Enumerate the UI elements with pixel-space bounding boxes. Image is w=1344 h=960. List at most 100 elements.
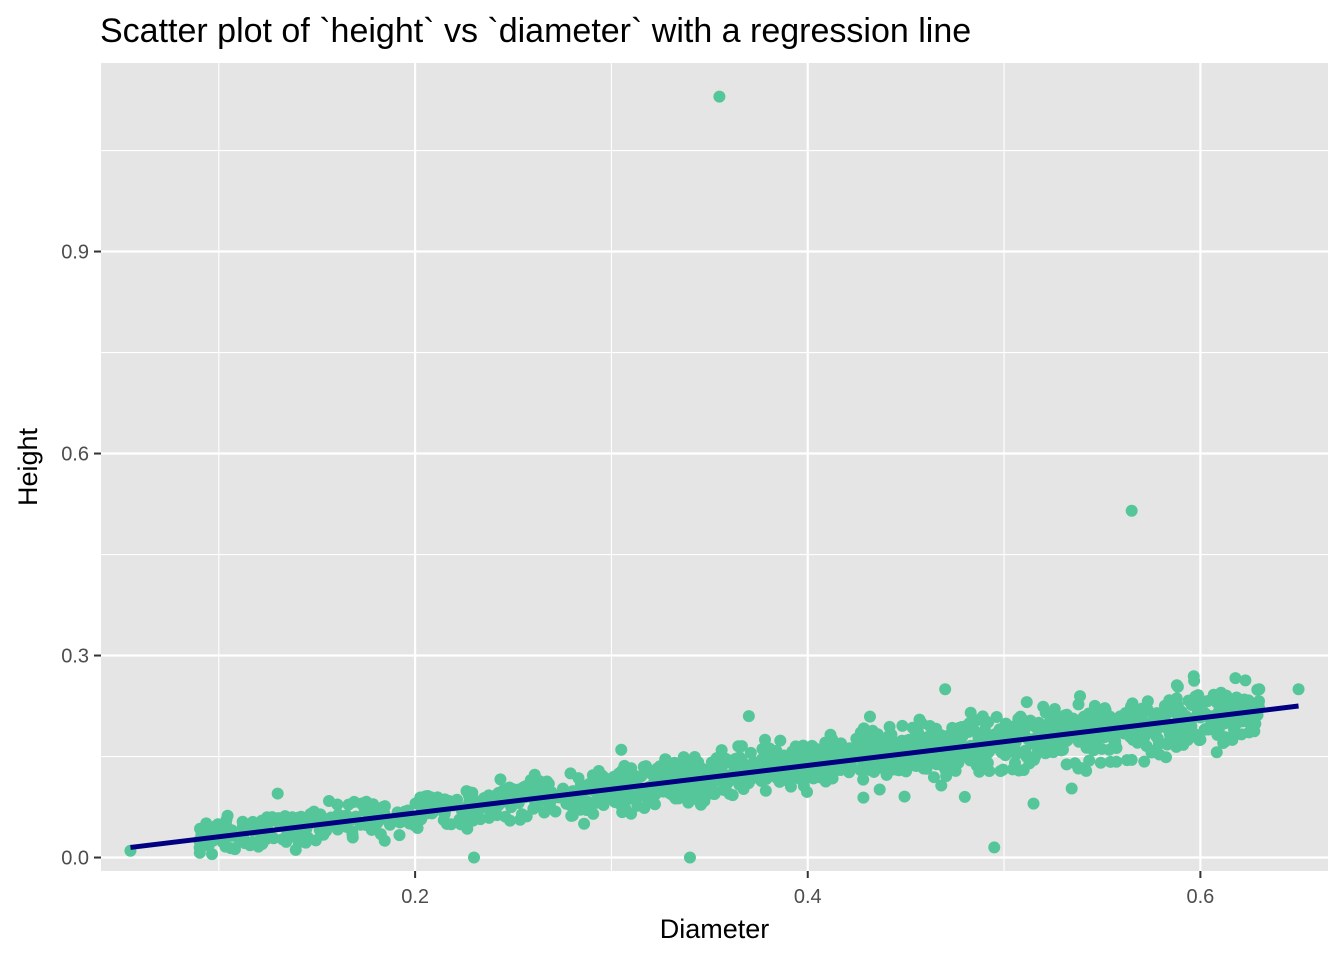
data-point bbox=[964, 754, 977, 767]
data-point bbox=[857, 791, 870, 804]
data-point bbox=[800, 785, 813, 798]
data-point bbox=[438, 793, 451, 806]
data-point bbox=[1094, 756, 1107, 769]
data-point bbox=[631, 770, 644, 783]
data-point bbox=[1210, 746, 1223, 759]
data-point bbox=[683, 851, 696, 864]
data-point bbox=[252, 840, 265, 853]
data-point bbox=[1125, 700, 1138, 713]
data-point bbox=[1218, 698, 1231, 711]
data-point bbox=[538, 806, 551, 819]
data-point bbox=[1253, 683, 1266, 696]
data-point bbox=[1199, 722, 1212, 735]
data-point bbox=[1054, 743, 1067, 756]
data-point bbox=[710, 752, 723, 765]
data-point bbox=[994, 764, 1007, 777]
data-point bbox=[1224, 732, 1237, 745]
data-point bbox=[687, 763, 700, 776]
data-point bbox=[468, 851, 481, 864]
y-axis-title: Height bbox=[13, 427, 43, 506]
data-point bbox=[589, 772, 602, 785]
data-point bbox=[995, 746, 1008, 759]
data-point bbox=[1170, 740, 1183, 753]
data-point bbox=[967, 723, 980, 736]
data-point bbox=[1160, 751, 1173, 764]
data-point bbox=[1128, 732, 1141, 745]
data-point bbox=[1083, 754, 1096, 767]
data-point bbox=[668, 756, 681, 769]
data-point bbox=[564, 794, 577, 807]
y-tick-label: 0.9 bbox=[61, 242, 89, 264]
data-point bbox=[700, 788, 713, 801]
data-point bbox=[1152, 737, 1165, 750]
data-point bbox=[346, 828, 359, 841]
data-point bbox=[378, 800, 391, 813]
data-point bbox=[503, 781, 516, 794]
data-point bbox=[793, 772, 806, 785]
data-point bbox=[927, 771, 940, 784]
data-point bbox=[939, 683, 952, 696]
data-point bbox=[759, 733, 772, 746]
data-point bbox=[863, 710, 876, 723]
data-point bbox=[896, 719, 909, 732]
x-tick-label: 0.2 bbox=[401, 886, 429, 908]
data-point bbox=[742, 710, 755, 723]
data-point bbox=[1182, 694, 1195, 707]
data-point bbox=[988, 841, 1001, 854]
data-point bbox=[597, 799, 610, 812]
data-point bbox=[973, 765, 986, 778]
data-point bbox=[789, 740, 802, 753]
data-point bbox=[1023, 752, 1036, 765]
data-point bbox=[1166, 721, 1179, 734]
data-point bbox=[1187, 670, 1200, 683]
data-point bbox=[1014, 710, 1027, 723]
data-point bbox=[659, 753, 672, 766]
data-point bbox=[827, 736, 840, 749]
data-point bbox=[701, 763, 714, 776]
data-point bbox=[1141, 695, 1154, 708]
data-point bbox=[236, 820, 249, 833]
data-point bbox=[464, 793, 477, 806]
data-point bbox=[819, 775, 832, 788]
x-axis-ticks: 0.2 0.4 0.6 bbox=[401, 871, 1214, 908]
data-point bbox=[484, 806, 497, 819]
data-point bbox=[1194, 733, 1207, 746]
data-point bbox=[1145, 746, 1158, 759]
data-point bbox=[912, 754, 925, 767]
data-point bbox=[383, 818, 396, 831]
data-point bbox=[1109, 738, 1122, 751]
data-point bbox=[461, 822, 474, 835]
data-point bbox=[622, 792, 635, 805]
data-point bbox=[815, 748, 828, 761]
data-point bbox=[898, 790, 911, 803]
data-point bbox=[857, 773, 870, 786]
data-point bbox=[1170, 679, 1183, 692]
data-point bbox=[616, 764, 629, 777]
x-tick-label: 0.6 bbox=[1186, 886, 1214, 908]
data-point bbox=[577, 800, 590, 813]
data-point bbox=[1027, 797, 1040, 810]
data-point bbox=[1163, 694, 1176, 707]
data-point bbox=[279, 811, 292, 824]
data-point bbox=[1243, 726, 1256, 739]
data-point bbox=[1091, 709, 1104, 722]
data-point bbox=[1104, 755, 1117, 768]
data-point bbox=[1037, 700, 1050, 713]
data-point bbox=[807, 766, 820, 779]
data-point bbox=[194, 822, 207, 835]
data-point bbox=[1138, 755, 1151, 768]
data-point bbox=[374, 828, 387, 841]
data-point bbox=[964, 706, 977, 719]
data-point bbox=[880, 768, 893, 781]
data-point bbox=[205, 821, 218, 834]
data-point bbox=[940, 765, 953, 778]
data-point bbox=[990, 711, 1003, 724]
regression-line bbox=[130, 703, 1299, 850]
data-point bbox=[1087, 744, 1100, 757]
data-point bbox=[931, 756, 944, 769]
data-point bbox=[1125, 753, 1138, 766]
data-point bbox=[873, 783, 886, 796]
y-tick-label: 0.6 bbox=[61, 444, 89, 466]
data-point bbox=[935, 779, 948, 792]
data-point bbox=[1227, 699, 1240, 712]
